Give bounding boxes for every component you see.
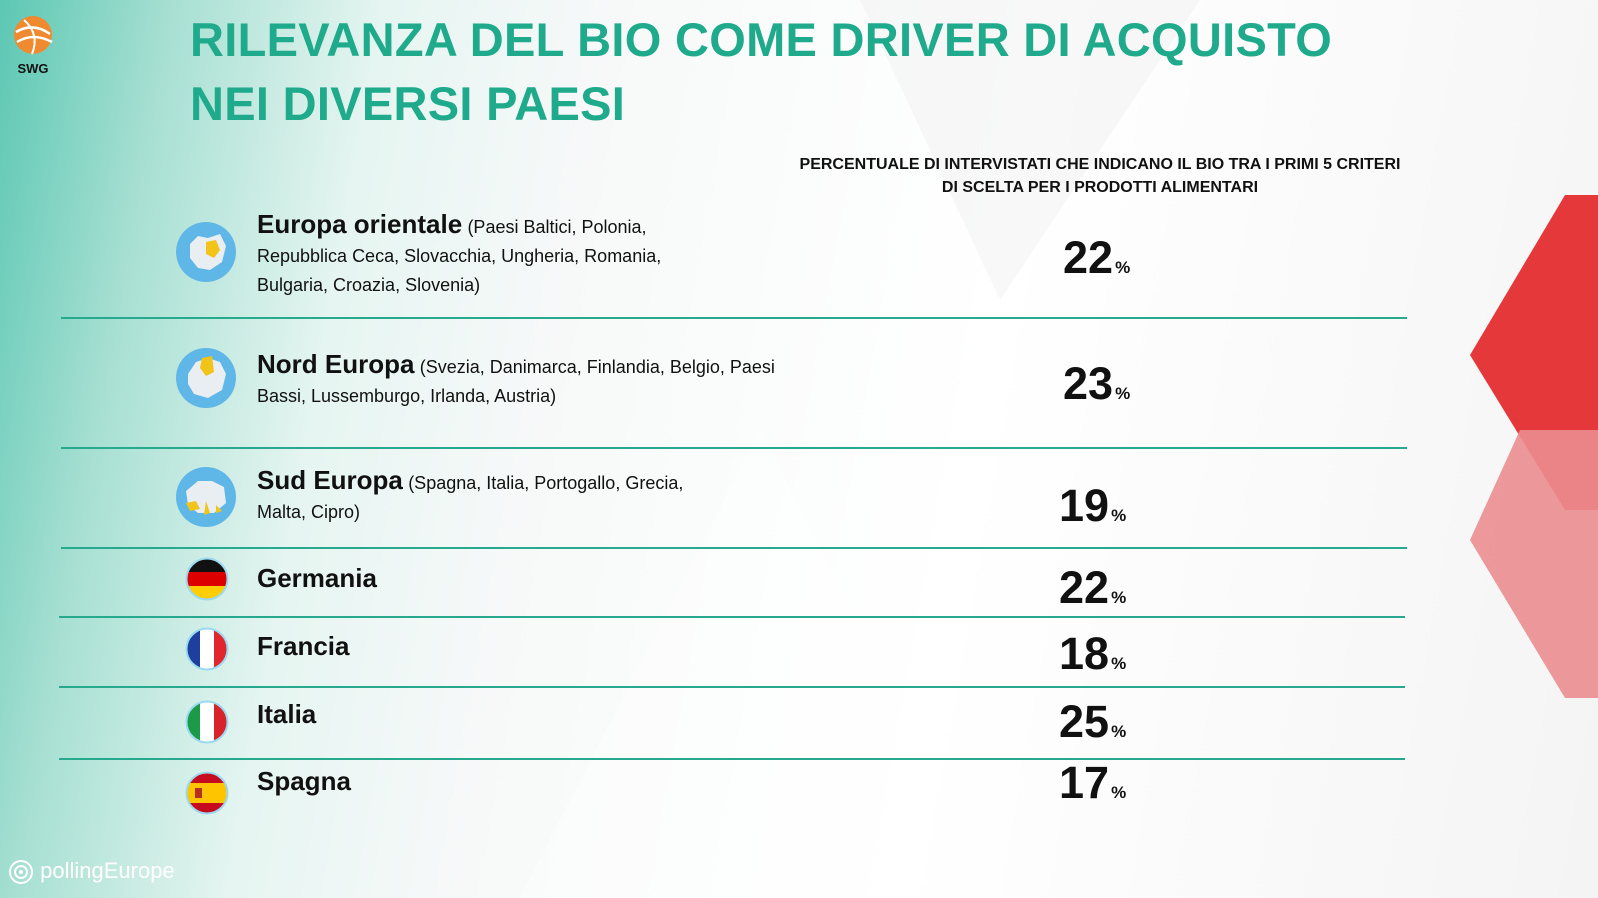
title-line-2: NEI DIVERSI PAESI: [190, 77, 626, 130]
row-divider: [59, 758, 1405, 760]
footer-text: pollingEurope: [40, 858, 175, 883]
europe-map-east-icon: [176, 222, 236, 282]
title-line-1: RILEVANZA DEL BIO COME DRIVER DI ACQUIST…: [190, 13, 1333, 66]
row-value: 25%: [1059, 696, 1126, 748]
swg-logo: SWG: [8, 12, 58, 76]
swg-globe-icon: [14, 16, 53, 55]
value-number: 22: [1063, 232, 1114, 283]
row-name: Europa orientale: [257, 209, 463, 239]
value-number: 23: [1063, 358, 1114, 409]
page-title: RILEVANZA DEL BIO COME DRIVER DI ACQUIST…: [190, 8, 1332, 136]
row-divider: [59, 616, 1405, 618]
column-header-line-1: PERCENTUALE DI INTERVISTATI CHE INDICANO…: [799, 156, 1401, 173]
value-unit: %: [1111, 654, 1127, 673]
value-number: 22: [1059, 562, 1110, 613]
germany-flag-icon: [185, 557, 229, 601]
row-name: Spagna: [257, 766, 351, 796]
row-name: Nord Europa: [257, 349, 415, 379]
value-unit: %: [1115, 384, 1131, 403]
row-label: Germania: [257, 564, 377, 596]
row-name: Francia: [257, 631, 350, 661]
row-name: Germania: [257, 563, 377, 593]
column-header-line-2: DI SCELTA PER I PRODOTTI ALIMENTARI: [941, 179, 1259, 196]
value-number: 19: [1059, 480, 1110, 531]
row-value: 22%: [1059, 562, 1126, 614]
logo-text: SWG: [17, 61, 49, 76]
value-number: 18: [1059, 628, 1110, 679]
footer-brand: pollingEurope: [8, 858, 175, 885]
row-label: Europa orientale (Paesi Baltici, Polonia…: [257, 210, 717, 300]
value-unit: %: [1115, 258, 1131, 277]
row-value: 17%: [1059, 757, 1126, 809]
row-label: Nord Europa (Svezia, Danimarca, Finlandi…: [257, 350, 777, 411]
value-unit: %: [1111, 588, 1127, 607]
value-unit: %: [1111, 722, 1127, 741]
row-name: Sud Europa: [257, 465, 403, 495]
row-value: 18%: [1059, 628, 1126, 680]
spain-flag-icon: [185, 771, 229, 815]
polling-europe-logo-icon: [9, 860, 33, 885]
row-label: Francia: [257, 632, 350, 664]
row-value: 22%: [1063, 232, 1130, 284]
row-value: 23%: [1063, 358, 1130, 410]
row-detail: (Svezia, Danimarca, Finlandia, Belgio, P…: [257, 357, 775, 406]
row-divider: [61, 547, 1407, 549]
value-unit: %: [1111, 783, 1127, 802]
row-value: 19%: [1059, 480, 1126, 532]
france-flag-icon: [185, 627, 229, 671]
europe-map-north-icon: [176, 348, 236, 408]
row-divider: [59, 686, 1405, 688]
value-unit: %: [1111, 506, 1127, 525]
italy-flag-icon: [185, 700, 229, 744]
row-detail: (Spagna, Italia, Portogallo, Grecia, Mal…: [257, 473, 684, 522]
europe-map-south-icon: [176, 467, 236, 527]
value-number: 25: [1059, 696, 1110, 747]
row-label: Italia: [257, 700, 316, 732]
row-name: Italia: [257, 699, 317, 729]
row-label: Spagna: [257, 767, 351, 799]
row-divider: [61, 317, 1407, 319]
row-detail: (Paesi Baltici, Polonia, Repubblica Ceca…: [257, 217, 662, 295]
row-divider: [61, 447, 1407, 449]
column-header: PERCENTUALE DI INTERVISTATI CHE INDICANO…: [740, 153, 1460, 199]
value-number: 17: [1059, 757, 1110, 808]
row-label: Sud Europa (Spagna, Italia, Portogallo, …: [257, 466, 737, 527]
